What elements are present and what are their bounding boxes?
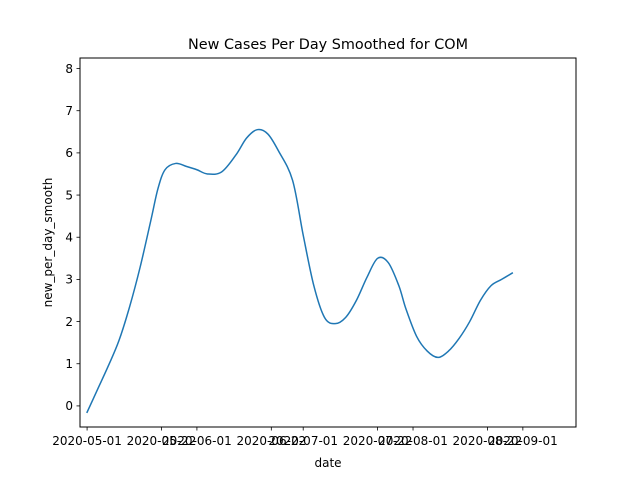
x-tick-label: 2020-08-22 xyxy=(453,434,523,448)
chart-title: New Cases Per Day Smoothed for COM xyxy=(188,37,468,53)
y-tick-label: 4 xyxy=(65,231,73,245)
x-axis-label: date xyxy=(314,456,341,470)
x-tick-label: 2020-07-22 xyxy=(343,434,413,448)
x-tick-label: 2020-06-01 xyxy=(162,434,232,448)
y-tick-label: 0 xyxy=(65,399,73,413)
y-tick-label: 5 xyxy=(65,188,73,202)
x-tick-label: 2020-07-01 xyxy=(268,434,338,448)
x-tick-label: 2020-09-01 xyxy=(488,434,558,448)
plot-area xyxy=(86,128,514,414)
x-tick-label: 2020-08-01 xyxy=(378,434,448,448)
y-tick-label: 7 xyxy=(65,104,73,118)
x-tick-label: 2020-05-01 xyxy=(52,434,122,448)
y-tick-label: 8 xyxy=(65,62,73,76)
y-tick-label: 3 xyxy=(65,273,73,287)
y-tick-label: 1 xyxy=(65,357,73,371)
y-axis: 0 1 2 3 4 5 6 7 8 xyxy=(65,62,80,413)
x-tick-label: 2020-05-22 xyxy=(127,434,197,448)
y-axis-label: new_per_day_smooth xyxy=(41,178,55,308)
x-tick-label: 2020-06-22 xyxy=(236,434,306,448)
y-tick-label: 6 xyxy=(65,146,73,160)
axes-frame xyxy=(79,57,577,428)
y-tick-label: 2 xyxy=(65,315,73,329)
series-line xyxy=(86,128,514,414)
